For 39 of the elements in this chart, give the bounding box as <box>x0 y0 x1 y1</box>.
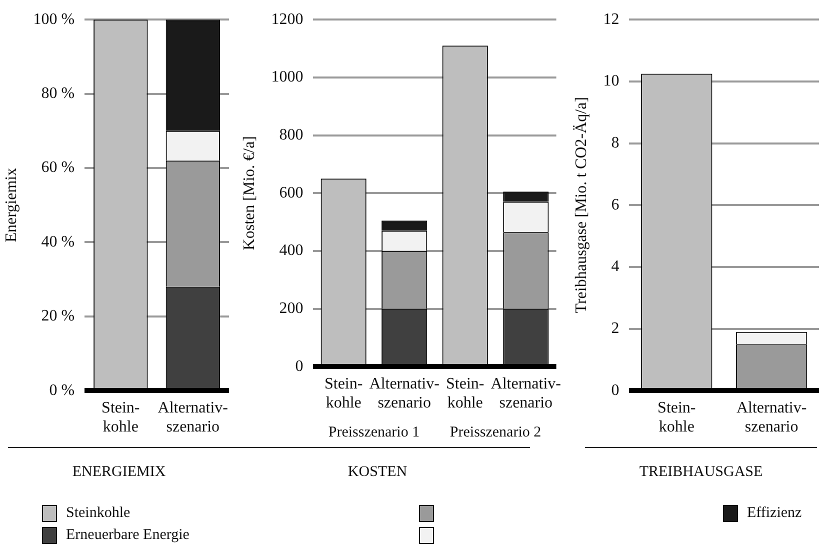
y-tick-label: 1000 <box>271 68 304 86</box>
x-tick-label: Alternativ- szenario <box>736 399 807 436</box>
y-tick-label: 4 <box>611 258 620 276</box>
legend-label: Effizienz <box>747 504 802 522</box>
y-axis-title: Energiemix <box>2 168 20 242</box>
legend-label: Steinkohle <box>66 504 130 522</box>
y-tick-label: 600 <box>279 184 304 202</box>
x-tick-label: Alternativ- szenario <box>158 399 228 436</box>
y-tick-label: 40 % <box>41 233 75 250</box>
y-tick-label: 8 <box>611 134 620 152</box>
x-tick-label: Stein- kohle <box>658 399 696 436</box>
x-tick-label: Stein- kohle <box>102 399 140 436</box>
y-tick-label: 200 <box>279 300 304 317</box>
x-tick-label: Alternativ- szenario <box>369 375 440 412</box>
x-tick-label: Stein- kohle <box>324 375 363 412</box>
text: Preisszenario 1 <box>328 424 420 440</box>
text: KOSTEN <box>225 447 530 481</box>
y-tick-label: 100 % <box>33 10 75 28</box>
text: ENERGIEMIX <box>8 447 230 481</box>
y-tick-label: 0 <box>295 358 304 375</box>
y-tick-label: 0 % <box>49 382 75 399</box>
y-tick-label: 60 % <box>41 159 75 176</box>
x-tick-label: Stein- kohle <box>446 375 484 412</box>
y-tick-label: 0 <box>611 382 620 399</box>
y-tick-label: 10 <box>603 72 620 90</box>
y-tick-label: 6 <box>611 196 620 214</box>
y-tick-label: 20 % <box>41 308 75 325</box>
y-tick-label: 400 <box>279 242 304 260</box>
legend-label: Erneuerbare Energie <box>66 526 190 544</box>
y-axis-title: Kosten [Mio. €/a] <box>240 136 258 250</box>
y-axis-title: Treibhausgase [Mio. t CO2-Äq/a] <box>572 96 590 314</box>
y-tick-label: 80 % <box>41 85 75 102</box>
text: TREIBHAUSGASE <box>585 447 817 481</box>
y-tick-label: 2 <box>611 320 620 337</box>
x-tick-label: Alternativ- szenario <box>490 375 562 412</box>
y-tick-label: 12 <box>603 10 620 28</box>
y-tick-label: 1200 <box>271 10 304 28</box>
text: Preisszenario 2 <box>450 424 542 440</box>
y-tick-label: 800 <box>279 126 304 144</box>
